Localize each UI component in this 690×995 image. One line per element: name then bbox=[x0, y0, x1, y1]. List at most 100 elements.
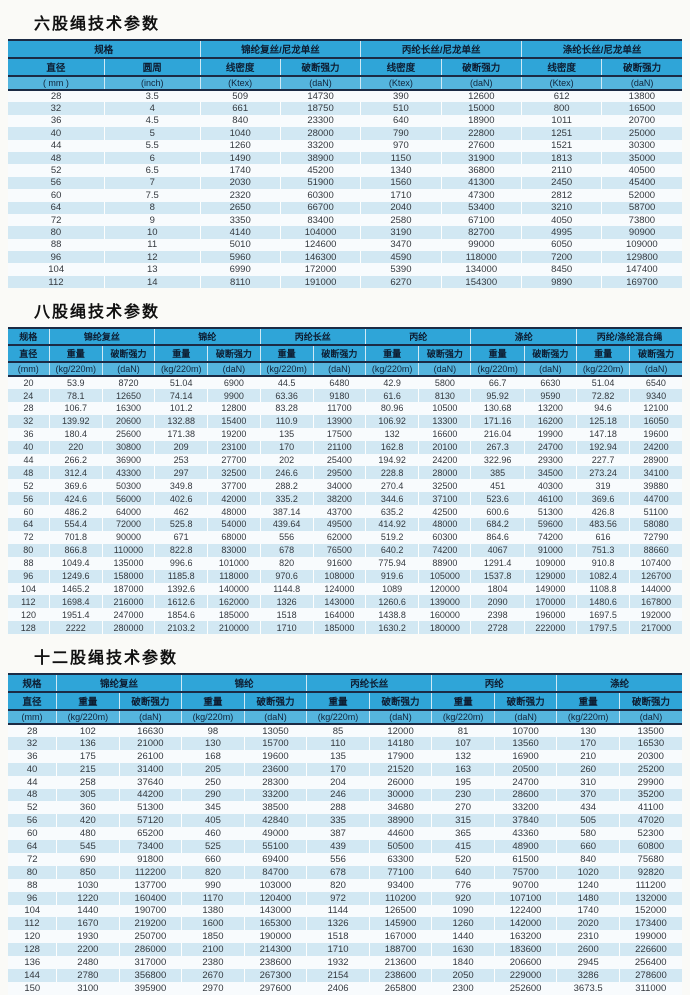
table-cell: 480 bbox=[79, 828, 96, 840]
table-cell: 132.88 bbox=[154, 414, 208, 428]
table-cell: 185000 bbox=[218, 609, 249, 620]
column-header: 直径 bbox=[8, 58, 105, 77]
column-header: 重量 bbox=[259, 345, 314, 364]
table-cell: 864.6 bbox=[486, 532, 509, 543]
table-cell: 310 bbox=[580, 776, 597, 788]
table-cell: 42840 bbox=[243, 814, 307, 828]
table-cell: 60800 bbox=[619, 840, 682, 853]
table-cell: 4.5 bbox=[145, 115, 159, 127]
table-cell: 344.6 bbox=[365, 492, 419, 506]
table-cell: 122400 bbox=[509, 905, 542, 917]
table-cell: 45200 bbox=[307, 165, 334, 177]
table-cell: 3350 bbox=[229, 214, 251, 226]
table-cell: 210 bbox=[580, 750, 597, 762]
table-cell: 8130 bbox=[418, 389, 471, 403]
table-cell: 19200 bbox=[221, 429, 247, 440]
table-cell: 38200 bbox=[312, 492, 366, 506]
table-cell: 88660 bbox=[629, 543, 682, 557]
table-cell: 216.04 bbox=[483, 429, 512, 440]
table-cell: 1030 bbox=[77, 879, 99, 891]
table-cell: 163 bbox=[431, 762, 495, 776]
unit-header: (kg/220m) bbox=[181, 710, 245, 726]
table-cell: 170 bbox=[259, 440, 314, 454]
table-row: 48 305 44200 290 33200 246 30000 230 28600 370 352… bbox=[8, 788, 682, 802]
table-cell: 1710 bbox=[390, 189, 412, 201]
table-cell: 60 bbox=[23, 506, 34, 517]
unit-header: (kg/220m) bbox=[154, 362, 208, 378]
table-cell: 246 bbox=[306, 788, 370, 802]
table-cell: 2406 bbox=[327, 982, 349, 994]
table-cell: 162.8 bbox=[365, 440, 419, 454]
unit-header: ( mm ) bbox=[8, 76, 105, 91]
table-cell: 2040 bbox=[360, 201, 442, 214]
table-cell: 10500 bbox=[432, 403, 458, 414]
table-cell: 2100 bbox=[181, 943, 245, 957]
table-row: 40 220 30800 209 23100 170 21100 162.8 20100 267.… bbox=[8, 440, 682, 454]
table-cell: 88 bbox=[23, 558, 34, 569]
sub-header-row: 直径 圆周 线密度 破断强力 线密度 破断强力 线密度 破断强力 bbox=[8, 58, 682, 77]
table-cell: 39880 bbox=[643, 480, 669, 491]
unit-header: (daN) bbox=[243, 710, 307, 726]
table-cell: 16200 bbox=[523, 414, 577, 428]
table-cell: 74200 bbox=[537, 532, 563, 543]
table-cell: 105000 bbox=[418, 569, 471, 583]
table-cell: 2650 bbox=[199, 201, 281, 214]
column-header: 破断强力 bbox=[418, 345, 471, 364]
table-cell: 29500 bbox=[312, 466, 366, 480]
table-cell: 345 bbox=[205, 802, 221, 814]
unit-header: (kg/220m) bbox=[306, 710, 370, 726]
table-cell: 90900 bbox=[601, 226, 682, 239]
column-header: 重量 bbox=[48, 345, 103, 364]
table-cell: 72.82 bbox=[575, 389, 630, 403]
table-cell: 820 bbox=[330, 879, 346, 891]
table-cell: 5390 bbox=[390, 264, 412, 276]
table-cell: 37640 bbox=[137, 776, 164, 788]
table-cell: 2450 bbox=[521, 176, 602, 190]
table-cell: 20600 bbox=[101, 414, 155, 428]
unit-header: (kg/220m) bbox=[431, 710, 495, 726]
sub-header-row: 直径 重量 破断强力 重量 破断强力 重量 破断强力 重量 破断强力 重量 破断强力 重量 破断强力 bbox=[8, 345, 682, 364]
table-cell: 52 bbox=[23, 480, 34, 491]
unit-header: (daN) bbox=[629, 362, 682, 378]
column-group-header: 丙纶长丝 bbox=[259, 328, 366, 347]
table-cell: 36800 bbox=[468, 165, 495, 177]
table-cell: 152000 bbox=[634, 905, 667, 917]
table-row: 52 360 51300 345 38500 288 34680 270 33200 434 411… bbox=[8, 801, 682, 815]
table-cell: 17900 bbox=[387, 750, 414, 762]
table-cell: 209 bbox=[154, 440, 208, 454]
table-cell: 554.4 bbox=[48, 518, 103, 531]
table-cell: 135000 bbox=[113, 558, 144, 569]
table-cell: 80 bbox=[50, 226, 62, 238]
table-cell: 171.16 bbox=[470, 414, 525, 428]
table-cell: 92820 bbox=[619, 865, 682, 879]
table-cell: 486.2 bbox=[64, 506, 87, 517]
table-row: 96 1220 160400 1170 120400 972 110200 920 107100… bbox=[8, 891, 682, 905]
table-cell: 1260.6 bbox=[365, 595, 419, 609]
table-cell: 1930 bbox=[77, 931, 99, 943]
table-cell: 60300 bbox=[307, 189, 334, 201]
table-cell: 24200 bbox=[629, 440, 682, 454]
table-cell: 2310 bbox=[577, 931, 599, 943]
table-cell: 16900 bbox=[512, 750, 539, 762]
unit-header: (daN) bbox=[279, 76, 361, 91]
table-cell: 1082.4 bbox=[575, 569, 630, 583]
table-cell: 37840 bbox=[493, 814, 557, 828]
table-cell: 30000 bbox=[368, 788, 432, 802]
table-cell: 187000 bbox=[113, 583, 144, 594]
table-cell: 56 bbox=[23, 493, 34, 504]
table-cell: 190000 bbox=[259, 931, 292, 943]
table-cell: 51300 bbox=[537, 506, 563, 517]
table-row: 72 690 91800 660 69400 556 63300 520 61500 840 756… bbox=[8, 852, 682, 866]
table-cell: 106.7 bbox=[64, 403, 87, 414]
twelve-strand-table-title: 十二股绳技术参数 bbox=[34, 650, 179, 668]
table-cell: 635.2 bbox=[380, 506, 404, 517]
table-cell: 288 bbox=[330, 802, 346, 814]
table-cell: 23300 bbox=[307, 115, 334, 127]
table-cell: 1797.5 bbox=[575, 621, 630, 635]
column-group-header: 涤纶 bbox=[556, 674, 682, 694]
unit-header: (daN) bbox=[207, 362, 261, 378]
table-cell: 16630 bbox=[137, 725, 164, 737]
table-cell: 580 bbox=[580, 828, 597, 840]
table-cell: 150 bbox=[24, 982, 41, 994]
table-cell: 850 bbox=[56, 865, 120, 879]
